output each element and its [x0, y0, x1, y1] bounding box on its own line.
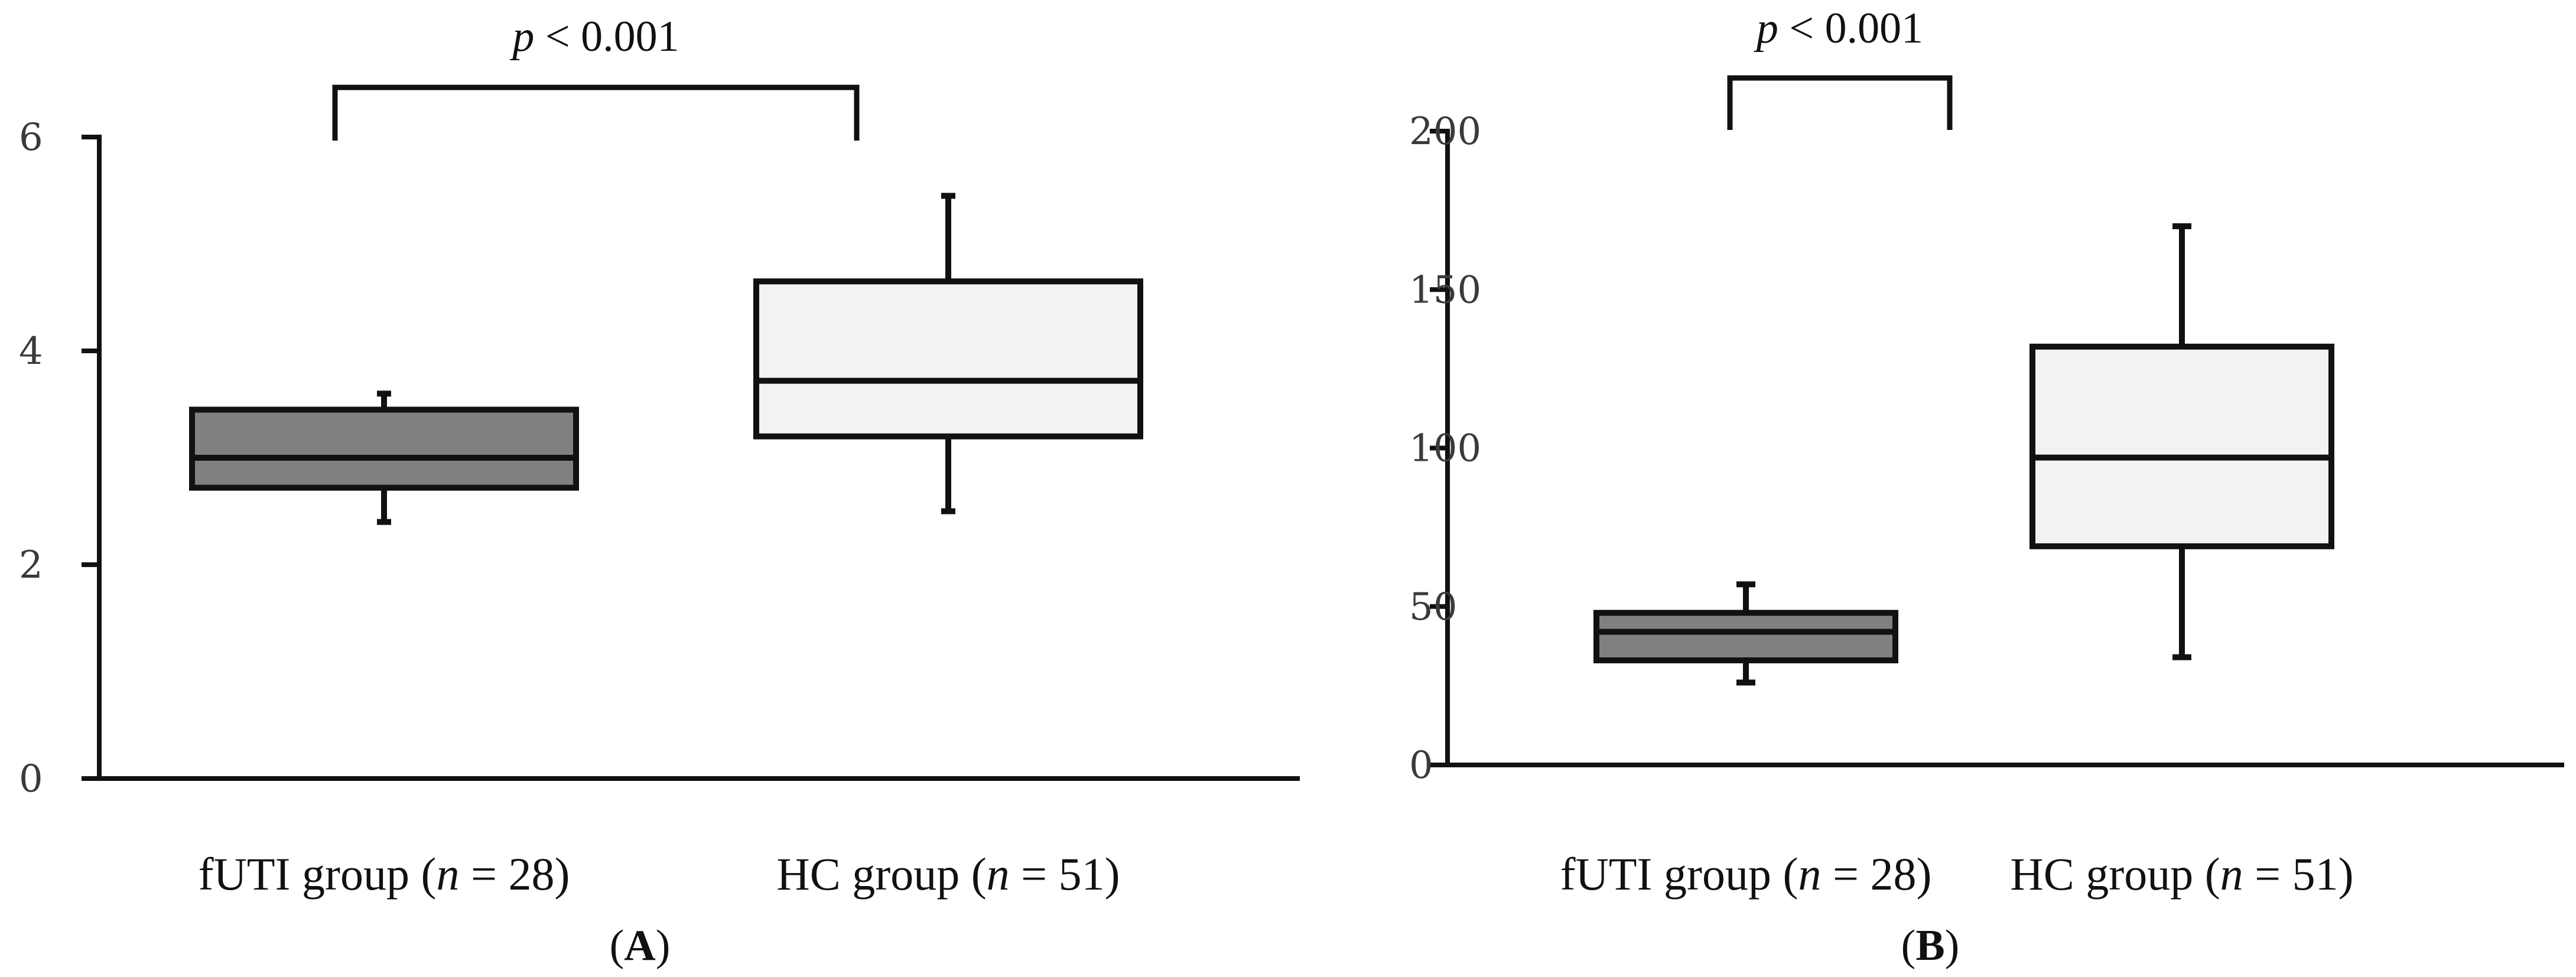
- panel-label: (B): [1901, 921, 1960, 970]
- y-tick-label: 2: [19, 543, 43, 587]
- y-tick-label: 100: [1409, 427, 1481, 471]
- x-category-label: HC group (n = 51): [776, 848, 1120, 900]
- y-tick-label: 6: [19, 116, 43, 159]
- x-category-label: fUTI group (n = 28): [199, 848, 570, 900]
- p-value-annotation: p < 0.001: [509, 12, 679, 61]
- y-tick-label: 200: [1409, 110, 1481, 154]
- hc-iqr-box: [2029, 343, 2334, 549]
- hc-iqr-box: [753, 278, 1143, 439]
- y-tick-label: 0: [1409, 744, 1433, 787]
- panel-a-boxplot: 0 2 4 6 fUTI group (n = 28) HC group (n = 51)…: [19, 12, 1300, 970]
- x-category-label: fUTI group (n = 28): [1560, 848, 1932, 900]
- y-tick-label: 50: [1409, 585, 1457, 629]
- y-tick-label: 4: [19, 330, 43, 373]
- futi-iqr-box: [189, 406, 579, 491]
- p-value-annotation: p < 0.001: [1754, 4, 1923, 53]
- significance-bracket: [332, 84, 860, 141]
- y-tick-label: 150: [1409, 268, 1481, 312]
- panel-b-boxplot: 0 50 100 150 200 fUTI group (n = 28) HC group …: [1409, 4, 2564, 970]
- panel-label: (A): [610, 921, 671, 970]
- x-category-label: HC group (n = 51): [2010, 848, 2353, 900]
- y-tick-label: 0: [19, 757, 43, 801]
- futi-iqr-box: [1593, 610, 1898, 663]
- significance-bracket: [1727, 75, 1953, 130]
